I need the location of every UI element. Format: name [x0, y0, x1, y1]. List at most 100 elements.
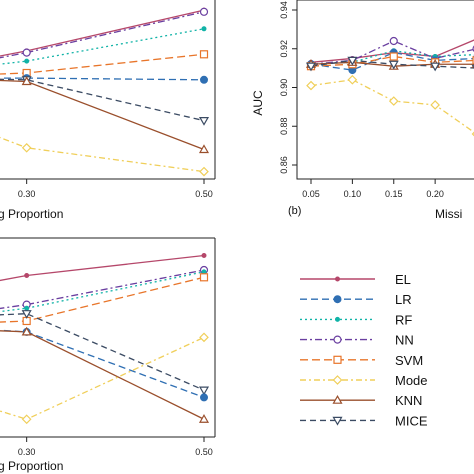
y-tick-label: 0.92: [279, 40, 289, 58]
series-line-nn: [0, 269, 205, 310]
legend-item-knn: KNN: [300, 393, 422, 408]
point-mice-marker: [388, 60, 399, 70]
x-tick-label: 0.50: [195, 189, 213, 199]
legend-svm-marker: [333, 355, 342, 364]
point-knn-marker: [198, 414, 210, 423]
series-line-knn: [0, 79, 205, 151]
x-tick-label: 0.15: [385, 189, 403, 199]
legend-item-lr: LR: [300, 292, 412, 307]
point-mode-marker: [21, 142, 32, 153]
point-mice-marker: [430, 62, 441, 72]
legend-label: LR: [395, 292, 412, 307]
y-axis-title: AUC: [251, 90, 265, 116]
series-line-mode: [310, 79, 474, 134]
y-tick-label: 0.86: [279, 156, 289, 174]
legend-label: RF: [395, 312, 412, 327]
legend-mode-marker: [332, 375, 343, 385]
legend-rf-marker: [335, 316, 340, 322]
series-line-el: [0, 254, 205, 282]
point-svm-marker: [389, 52, 398, 61]
x-axis-title: g Proportion: [0, 207, 63, 221]
point-knn-marker: [21, 326, 32, 336]
x-tick-label: 0.10: [344, 189, 362, 199]
legend-knn-marker: [332, 394, 343, 404]
series-markers: [305, 36, 474, 137]
legend-item-mode: Mode: [300, 373, 428, 388]
legend-lr-marker: [333, 295, 342, 304]
point-el-marker: [201, 252, 207, 258]
x-ticks: 0.05 0.10 0.15 0.20: [302, 179, 444, 199]
series-markers: [21, 7, 210, 177]
legend-label: KNN: [395, 393, 422, 408]
panel-top-right: 0.86 0.88 0.90 0.92 0.94 0.05 0.10 0.15 0.20 AU…: [251, 0, 474, 221]
panel-label: (b): [288, 205, 301, 217]
point-mode-marker: [199, 332, 209, 343]
point-svm-marker: [199, 50, 209, 59]
plot-frame: [296, 0, 474, 180]
legend-el-marker: [335, 276, 340, 282]
point-lr-marker: [200, 75, 208, 84]
legend-item-el: EL: [300, 272, 411, 287]
point-mice-marker: [347, 56, 358, 66]
x-ticks: 0.30 0.50: [18, 437, 213, 457]
point-lr-marker: [200, 393, 208, 402]
legend-mice-marker: [332, 416, 343, 426]
y-tick-label: 0.88: [279, 117, 289, 135]
legend-nn-marker: [333, 335, 342, 344]
series-line-mode: [0, 136, 205, 173]
point-mode-marker: [430, 100, 440, 110]
x-tick-label: 0.50: [195, 447, 213, 457]
point-nn-marker: [22, 48, 31, 57]
point-mice-marker: [198, 386, 210, 396]
series-line-lr: [310, 51, 474, 71]
y-tick-label: 0.90: [279, 79, 289, 97]
legend-item-nn: NN: [300, 333, 414, 348]
x-axis-title: g Proportion: [0, 459, 63, 473]
point-nn-marker: [389, 36, 398, 46]
series-line-rf: [0, 271, 205, 313]
legend: EL LR RF NN SVM Mode KNN MICE: [300, 272, 428, 428]
point-svm-marker: [199, 273, 209, 282]
legend-item-svm: SVM: [300, 353, 423, 368]
x-tick-label: 0.05: [302, 189, 320, 199]
series-line-nn: [0, 11, 205, 59]
point-rf-marker: [201, 26, 207, 32]
legend-label: NN: [395, 333, 414, 348]
point-knn-marker: [198, 144, 210, 154]
x-ticks: 0.30 0.50: [18, 179, 213, 199]
series-markers: [21, 252, 210, 425]
point-mice-marker: [305, 62, 317, 72]
point-mode-marker: [21, 414, 32, 425]
x-tick-label: 0.30: [18, 447, 36, 457]
panel-bottom-left: 0.30 0.50 g Proportion: [0, 237, 216, 473]
point-nn-marker: [199, 7, 209, 16]
legend-item-mice: MICE: [300, 413, 428, 428]
point-knn-marker: [21, 76, 32, 86]
series-lines: [0, 254, 205, 420]
point-rf-marker: [24, 58, 30, 64]
legend-item-rf: RF: [300, 312, 412, 327]
series-line-knn: [0, 330, 205, 420]
panel-top-left: 0.30 0.50 g Proportion: [0, 0, 216, 221]
y-tick-label: 0.94: [279, 1, 289, 19]
series-line-svm: [310, 55, 474, 67]
x-axis-title: Missi: [435, 207, 462, 221]
point-rf-marker: [24, 305, 30, 311]
legend-label: Mode: [395, 373, 428, 388]
series-line-lr: [0, 329, 205, 399]
point-mice-marker: [198, 116, 210, 126]
point-el-marker: [24, 272, 30, 278]
series-line-mode: [0, 336, 205, 420]
y-ticks: 0.86 0.88 0.90 0.92 0.94: [279, 1, 297, 174]
point-mode-marker: [347, 74, 358, 85]
point-mode-marker: [199, 166, 209, 177]
legend-label: MICE: [395, 413, 428, 428]
point-mode-marker: [306, 80, 316, 91]
point-mode-marker: [388, 96, 399, 106]
x-tick-label: 0.20: [426, 189, 444, 199]
point-mice-marker: [21, 310, 32, 319]
legend-label: SVM: [395, 353, 423, 368]
x-tick-label: 0.30: [18, 189, 36, 199]
legend-label: EL: [395, 272, 411, 287]
